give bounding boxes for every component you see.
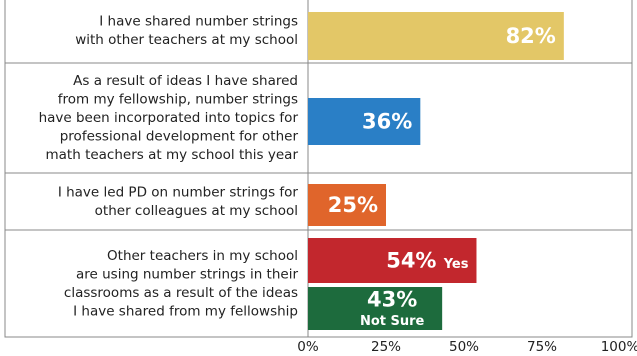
bar — [308, 12, 564, 60]
bar — [308, 238, 477, 283]
x-tick-label: 25% — [371, 339, 401, 355]
bar — [308, 98, 421, 145]
value-label: 82% — [506, 24, 556, 48]
value-label: 43% — [367, 288, 417, 312]
bar — [308, 287, 443, 330]
category-label: with other teachers at my school — [75, 32, 298, 48]
category-label: As a result of ideas I have shared — [73, 73, 298, 89]
value-label: 25% — [328, 193, 378, 217]
category-label: professional development for other — [60, 129, 299, 145]
value-note: Yes — [443, 257, 469, 272]
x-tick-label: 100% — [601, 339, 637, 355]
category-label: from my fellowship, number strings — [58, 92, 298, 108]
category-label: other colleagues at my school — [95, 203, 298, 219]
x-tick-label: 50% — [449, 339, 479, 355]
category-label: are using number strings in their — [76, 266, 298, 282]
x-tick-label: 75% — [527, 339, 557, 355]
value-label: 54% — [386, 249, 436, 273]
bar — [308, 184, 386, 226]
category-label: Other teachers in my school — [107, 248, 298, 264]
value-note: Not Sure — [360, 314, 425, 329]
category-label: I have shared number strings — [99, 13, 298, 29]
category-label: classrooms as a result of the ideas — [64, 285, 298, 301]
category-label: I have led PD on number strings for — [58, 184, 299, 200]
category-label: math teachers at my school this year — [46, 147, 299, 163]
x-tick-label: 0% — [297, 339, 319, 355]
frame — [4, 0, 633, 338]
category-label: I have shared from my fellowship — [73, 303, 298, 319]
value-label: 36% — [362, 110, 412, 134]
category-label: have been incorporated into topics for — [39, 110, 299, 126]
